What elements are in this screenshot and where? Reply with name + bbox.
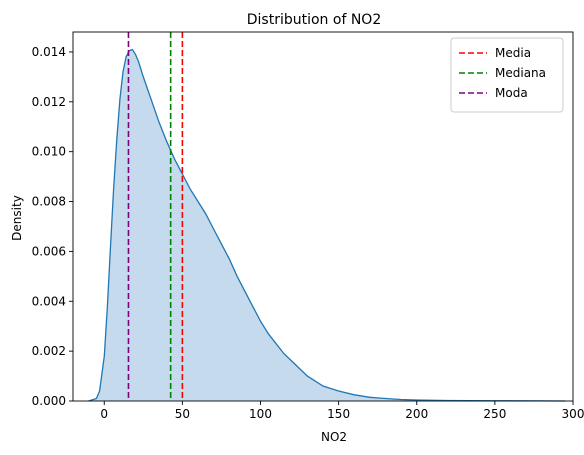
x-tick-label: 100	[249, 407, 272, 421]
legend-label-media: Media	[495, 46, 531, 60]
x-tick-label: 300	[562, 407, 584, 421]
y-tick-label: 0.008	[32, 195, 66, 209]
x-tick-label: 0	[100, 407, 108, 421]
y-tick-label: 0.014	[32, 45, 66, 59]
y-axis-title: Density	[10, 195, 24, 241]
y-tick-label: 0.000	[32, 394, 66, 408]
y-tick-label: 0.010	[32, 145, 66, 159]
x-axis-title: NO2	[321, 430, 347, 444]
legend-label-moda: Moda	[495, 86, 528, 100]
legend-label-mediana: Mediana	[495, 66, 546, 80]
chart-title: Distribution of NO2	[247, 12, 381, 28]
y-tick-label: 0.004	[32, 294, 66, 308]
x-tick-label: 250	[483, 407, 506, 421]
y-tick-label: 0.002	[32, 344, 66, 358]
x-tick-label: 150	[327, 407, 350, 421]
y-tick-label: 0.006	[32, 244, 66, 258]
x-tick-label: 50	[175, 407, 190, 421]
x-tick-label: 200	[405, 407, 428, 421]
y-tick-label: 0.012	[32, 95, 66, 109]
legend: Media Mediana Moda	[451, 38, 563, 112]
